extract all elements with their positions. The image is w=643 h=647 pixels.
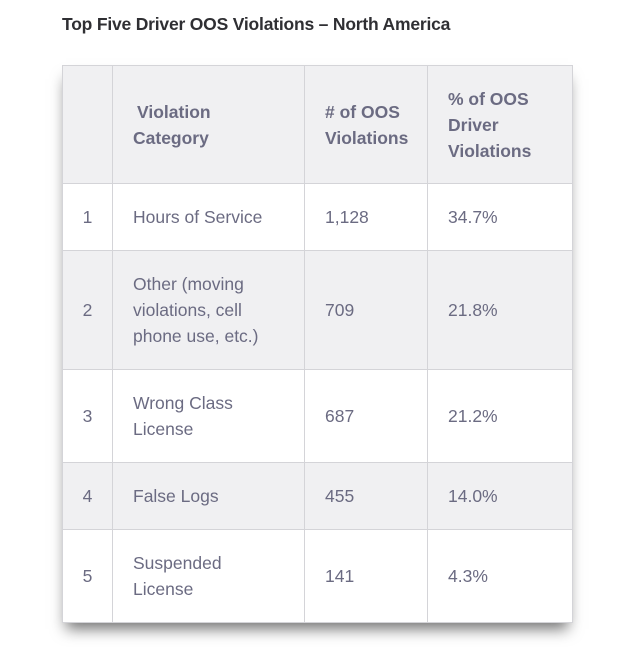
header-pct-line: Violations (448, 140, 532, 161)
header-category-line: Category (133, 127, 209, 148)
header-pct-line: % of OOS (448, 88, 529, 109)
header-oos-percent: % of OOS Driver Violations (427, 65, 573, 184)
header-rank (62, 65, 113, 184)
header-count-line: # of OOS (325, 101, 400, 122)
violations-table-container: Violation Category # of OOS Violations %… (62, 65, 573, 623)
table-row: 3 Wrong Class License 687 21.2% (62, 369, 573, 463)
category-line: Suspended (133, 553, 222, 573)
category-line: phone use, etc.) (133, 326, 259, 346)
percent-cell: 21.8% (427, 250, 573, 370)
category-line: License (133, 419, 194, 439)
header-pct-line: Driver (448, 114, 499, 135)
category-cell: False Logs (112, 462, 305, 530)
rank-cell: 1 (62, 183, 113, 251)
category-cell: Other (moving violations, cell phone use… (112, 250, 305, 370)
table-header-row: Violation Category # of OOS Violations %… (62, 65, 573, 184)
category-line: Other (moving (133, 274, 244, 294)
count-cell: 1,128 (304, 183, 428, 251)
header-violation-category: Violation Category (112, 65, 305, 184)
percent-cell: 14.0% (427, 462, 573, 530)
category-line: Wrong Class (133, 393, 233, 413)
category-line: Hours of Service (133, 207, 263, 227)
table-row: 4 False Logs 455 14.0% (62, 462, 573, 530)
category-cell: Hours of Service (112, 183, 305, 251)
category-line: False Logs (133, 486, 219, 506)
category-line: violations, cell (133, 300, 242, 320)
percent-cell: 4.3% (427, 529, 573, 623)
category-line: License (133, 579, 194, 599)
table-row: 2 Other (moving violations, cell phone u… (62, 250, 573, 370)
header-oos-count: # of OOS Violations (304, 65, 428, 184)
category-cell: Wrong Class License (112, 369, 305, 463)
header-category-line: Violation (137, 101, 211, 122)
count-cell: 687 (304, 369, 428, 463)
rank-cell: 2 (62, 250, 113, 370)
percent-cell: 34.7% (427, 183, 573, 251)
rank-cell: 3 (62, 369, 113, 463)
table-row: 1 Hours of Service 1,128 34.7% (62, 183, 573, 251)
count-cell: 709 (304, 250, 428, 370)
rank-cell: 5 (62, 529, 113, 623)
rank-cell: 4 (62, 462, 113, 530)
page-title: Top Five Driver OOS Violations – North A… (62, 14, 451, 34)
header-count-line: Violations (325, 127, 409, 148)
percent-cell: 21.2% (427, 369, 573, 463)
count-cell: 455 (304, 462, 428, 530)
violations-table: Violation Category # of OOS Violations %… (62, 65, 573, 623)
count-cell: 141 (304, 529, 428, 623)
category-cell: Suspended License (112, 529, 305, 623)
table-row: 5 Suspended License 141 4.3% (62, 529, 573, 623)
